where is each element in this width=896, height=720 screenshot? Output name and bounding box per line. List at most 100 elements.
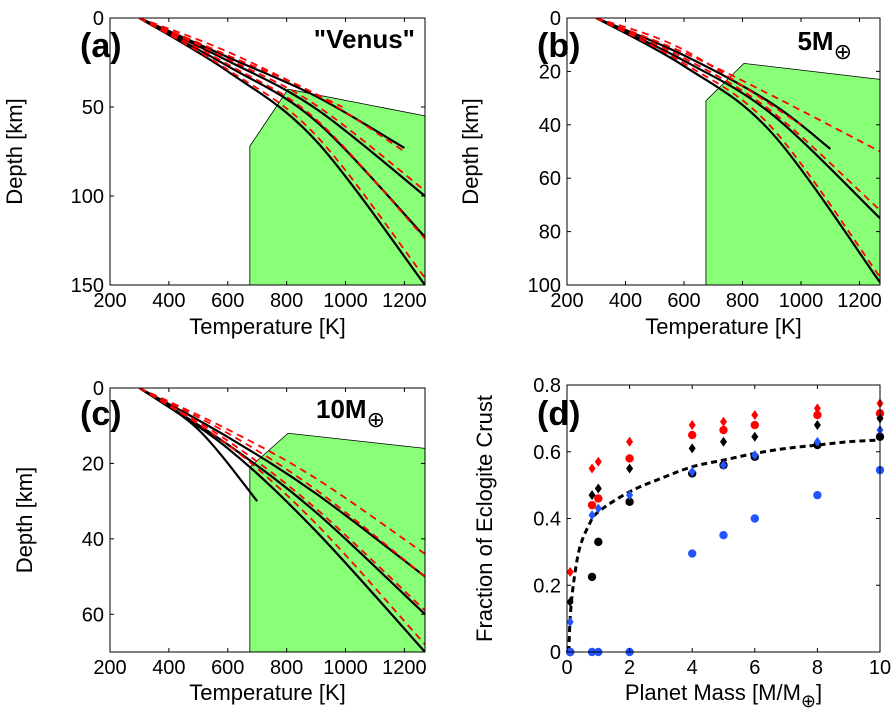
point-red-diamonds-0	[566, 566, 574, 577]
panel-title: 5M⊕	[797, 26, 852, 64]
x-tick-label: 600	[211, 290, 244, 312]
eclogite-stability-region	[705, 62, 880, 285]
x-tick-label: 600	[211, 657, 244, 679]
x-tick-label: 1000	[779, 290, 824, 312]
point-red-diamonds-5	[720, 416, 727, 427]
x-tick-label: 6	[749, 657, 760, 679]
series-line-8	[138, 388, 425, 646]
x-tick-label: 200	[93, 657, 126, 679]
x-tick-label: 1000	[323, 290, 368, 312]
x-tick-label: 800	[270, 290, 303, 312]
x-axis-label: Temperature [K]	[189, 314, 346, 339]
y-tick-label: 0.2	[533, 575, 561, 597]
point-red-diamonds-4	[688, 420, 696, 431]
x-tick-label: 1200	[382, 290, 427, 312]
panel-title: "Venus"	[314, 24, 415, 54]
point-blue-diamonds-6	[751, 450, 759, 461]
point-red-circles-4	[688, 430, 697, 440]
axes-frame	[566, 17, 881, 286]
y-axis-label: Depth [km]	[458, 98, 483, 204]
point-red-circles-3	[625, 454, 634, 463]
panel-label: (d)	[537, 395, 580, 433]
point-red-diamonds-6	[751, 410, 759, 421]
series-line-2	[138, 388, 425, 578]
axes-frame	[109, 387, 426, 653]
point-blue-diamonds-0	[566, 616, 574, 627]
point-blue-diamonds-4	[688, 466, 696, 477]
x-tick-label: 1200	[382, 657, 427, 679]
point-red-diamonds-1	[588, 463, 596, 474]
panel-b: 200 400 600 800 1000 1200 0 20 40 60 80 100 Temperat…	[458, 8, 882, 339]
x-tick-label: 4	[687, 657, 698, 679]
point-black-diamonds-6	[751, 431, 759, 442]
point-black-diamonds-5	[720, 436, 727, 447]
series-line-9	[138, 18, 425, 279]
fit-curve	[567, 438, 880, 652]
y-axis-label: Fraction of Eclogite Crust	[472, 395, 497, 642]
y-tick-label: 50	[82, 97, 104, 119]
panel-d: 0 2 4 6 8 10 0 0.2 0.4 0.6 0.8 Planet Mass [M/M⊕] Fr…	[472, 375, 891, 711]
panel-label: (b)	[537, 27, 580, 65]
axes-frame	[109, 17, 426, 286]
series-line-3	[595, 18, 880, 283]
x-axis-label: Planet Mass [M/M⊕]	[625, 680, 822, 711]
y-axis-label: Depth [km]	[12, 467, 37, 573]
point-red-diamonds-3	[626, 436, 634, 447]
x-tick-label: 600	[667, 290, 700, 312]
series-line-7	[139, 18, 425, 192]
y-tick-label: 20	[82, 453, 104, 475]
y-tick-label: 80	[539, 222, 561, 244]
point-black-diamonds-1	[588, 490, 596, 501]
plot-area	[138, 18, 425, 285]
series-line-8	[139, 18, 425, 240]
y-tick-label: 150	[71, 275, 104, 297]
y-tick-label: 0.8	[533, 375, 561, 397]
point-blue-circles-6	[750, 514, 759, 523]
y-tick-label: 0	[93, 378, 104, 400]
point-black-diamonds-7	[813, 420, 821, 431]
x-tick-label: 8	[812, 657, 823, 679]
x-axis-label: Temperature [K]	[189, 680, 346, 705]
series-line-6	[139, 18, 405, 153]
panel-label: (c)	[80, 395, 122, 433]
series-line-6	[139, 388, 425, 578]
y-tick-label: 100	[528, 275, 561, 297]
point-black-diamonds-4	[688, 443, 696, 454]
x-tick-label: 200	[550, 290, 583, 312]
y-tick-label: 100	[71, 186, 104, 208]
point-blue-circles-5	[719, 530, 728, 540]
point-blue-diamonds-3	[626, 490, 634, 501]
y-tick-label: 0	[93, 8, 104, 30]
plot-area	[595, 18, 880, 285]
series-line-7	[595, 18, 880, 278]
x-tick-label: 400	[609, 290, 642, 312]
x-tick-label: 400	[152, 657, 185, 679]
y-tick-label: 0.4	[533, 509, 561, 531]
y-tick-label: 0.6	[533, 442, 561, 464]
panel-a: 200 400 600 800 1000 1200 0 50 100 150 Temperature…	[2, 8, 427, 339]
series-line-5	[139, 388, 425, 555]
series-line-4	[138, 388, 425, 652]
point-red-diamonds-2	[594, 456, 602, 467]
point-black-circles-3	[625, 497, 634, 507]
y-tick-label: 0	[550, 8, 561, 30]
series-line-1	[138, 18, 405, 149]
point-blue-diamonds-2	[594, 503, 602, 514]
panel-label: (a)	[80, 27, 122, 65]
point-red-circles-1	[587, 500, 597, 510]
point-red-diamonds-7	[813, 403, 821, 414]
x-axis-label: Temperature [K]	[645, 314, 802, 339]
y-tick-label: 40	[82, 529, 104, 551]
y-tick-label: 60	[82, 604, 104, 626]
panel-title: 10M⊕	[316, 394, 385, 432]
point-red-circles-7	[813, 410, 822, 420]
point-black-circles-1	[587, 572, 597, 582]
point-red-circles-5	[719, 425, 728, 435]
y-tick-label: 40	[539, 115, 561, 137]
point-blue-circles-4	[688, 549, 697, 558]
point-black-diamonds-0	[566, 596, 574, 607]
x-tick-label: 200	[93, 290, 126, 312]
x-tick-label: 800	[726, 290, 759, 312]
plot-area	[567, 438, 880, 652]
